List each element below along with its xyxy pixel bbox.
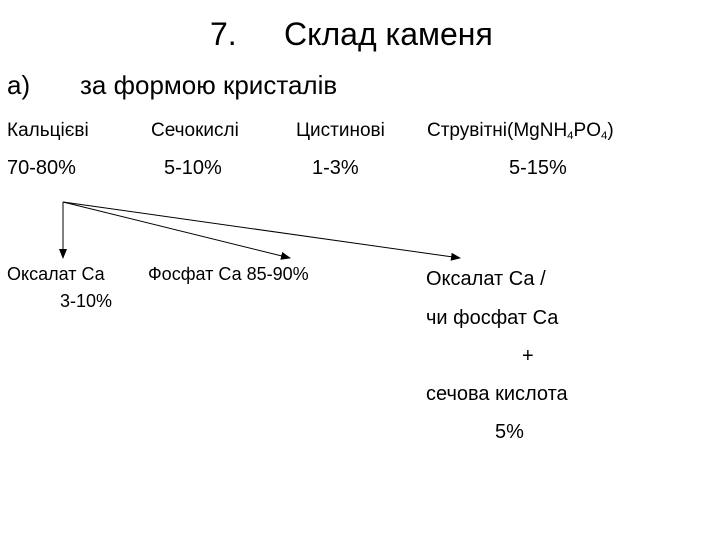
subheading-marker: а) <box>7 72 30 98</box>
subtype-oxalate-label: Оксалат Са <box>7 265 105 283</box>
title-number: 7. <box>210 18 237 50</box>
category-calcium-label: Кальцієві <box>7 121 89 140</box>
subtype-mixed-plus: + <box>522 346 534 366</box>
subtype-mixed-line-3: сечова кислота <box>426 384 568 404</box>
subtype-mixed-line-2: чи фосфат Са <box>426 308 558 328</box>
subheading-text: за формою кристалів <box>80 72 337 98</box>
subtype-oxalate-percent: 3-10% <box>60 292 112 310</box>
category-struvite-label: Струвітні(MgNH4PO4) <box>427 121 614 140</box>
arrow-to-mixed <box>63 202 460 258</box>
category-struvite-percent: 5-15% <box>509 158 567 178</box>
page-title: Склад каменя <box>284 18 493 50</box>
category-uric-percent: 5-10% <box>164 158 222 178</box>
category-cystine-label: Цистинові <box>296 121 385 140</box>
subtype-phosphate-label: Фосфат Са 85-90% <box>148 265 309 283</box>
category-calcium-percent: 70-80% <box>7 158 76 178</box>
arrow-to-phosphate <box>63 202 290 258</box>
subtype-mixed-line-1: Оксалат Са / <box>426 269 546 289</box>
category-cystine-percent: 1-3% <box>312 158 359 178</box>
category-uric-label: Сечокислі <box>151 121 239 140</box>
subtype-mixed-percent: 5% <box>495 422 524 442</box>
